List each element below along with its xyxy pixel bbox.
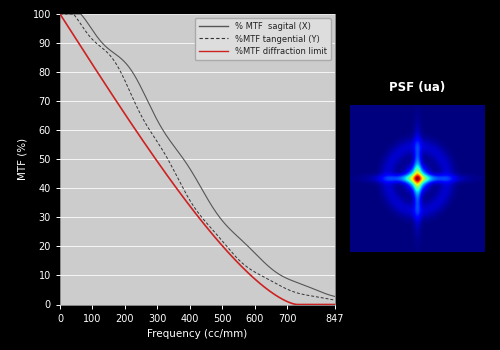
Text: PSF (ua): PSF (ua) xyxy=(390,82,446,95)
Legend: % MTF  sagital (X), %MTF tangential (Y), %MTF diffraction limit: % MTF sagital (X), %MTF tangential (Y), … xyxy=(194,18,331,61)
Y-axis label: MTF (%): MTF (%) xyxy=(17,138,27,180)
X-axis label: Frequency (cc/mm): Frequency (cc/mm) xyxy=(148,329,248,339)
